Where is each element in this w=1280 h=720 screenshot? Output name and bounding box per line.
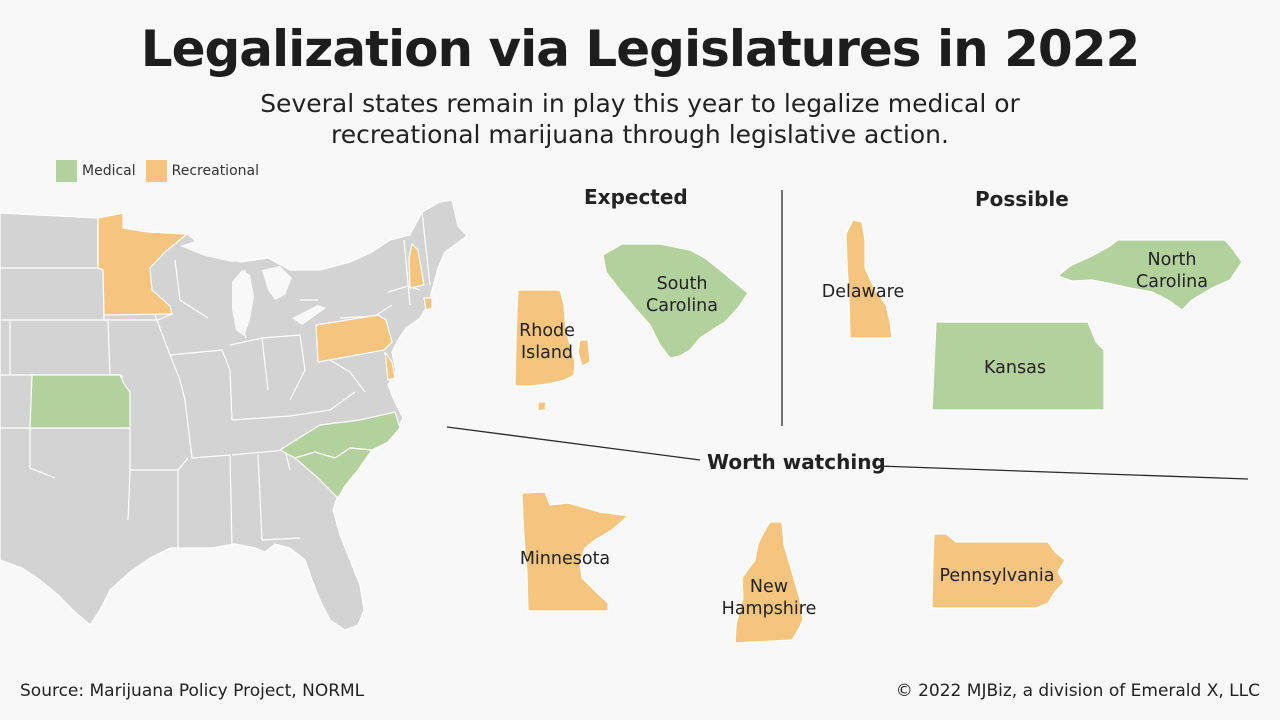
base-map-south-carolina xyxy=(293,447,374,499)
lake-superior xyxy=(180,238,258,262)
page-title: Legalization via Legislatures in 2022 xyxy=(140,20,1141,78)
state-label-minnesota: Minnesota xyxy=(510,548,620,570)
state-label-north-carolina: North Carolina xyxy=(1122,249,1222,293)
source-note: Source: Marijuana Policy Project, NORML xyxy=(20,681,365,701)
rhode-island-line-2: Island xyxy=(520,343,574,363)
lake-huron xyxy=(262,266,292,300)
north-carolina-line-2: Carolina xyxy=(1136,272,1208,292)
state-label-rhode-island: Rhode Island xyxy=(507,320,587,364)
section-divider-left xyxy=(446,426,701,461)
rhode-island-shape xyxy=(514,289,591,412)
delaware-shape xyxy=(845,219,893,339)
state-label-south-carolina: South Carolina xyxy=(632,273,732,317)
legend-swatch-medical xyxy=(56,160,77,182)
minnesota-shape xyxy=(521,491,630,612)
copyright-note: © 2022 MJBiz, a division of Emerald X, L… xyxy=(895,681,1260,701)
state-label-new-hampshire: New Hampshire xyxy=(714,576,824,620)
north-carolina-line-1: North xyxy=(1147,250,1197,270)
state-label-delaware: Delaware xyxy=(813,281,913,303)
north-carolina-shape xyxy=(1056,239,1243,311)
section-divider-right xyxy=(877,465,1249,480)
south-carolina-line-1: South xyxy=(656,274,708,294)
delaware-line-1: Delaware xyxy=(821,282,905,302)
legend-label-recreational: Recreational xyxy=(171,163,259,179)
base-map-rhode-island xyxy=(423,297,433,311)
south-carolina-line-2: Carolina xyxy=(646,296,718,316)
state-label-pennsylvania: Pennsylvania xyxy=(932,565,1062,587)
legend-swatch-recreational xyxy=(145,160,167,182)
kansas-line-1: Kansas xyxy=(984,358,1046,378)
section-label-possible: Possible xyxy=(975,187,1069,211)
new-hampshire-line-1: New xyxy=(749,577,789,597)
us-eastern-map xyxy=(0,199,468,631)
base-map-kansas xyxy=(29,374,131,429)
rhode-island-line-1: Rhode xyxy=(519,321,575,341)
legend-label-medical: Medical xyxy=(82,163,136,179)
map-legend: Medical Recreational xyxy=(56,160,269,182)
new-hampshire-shape xyxy=(734,521,804,644)
south-carolina-shape xyxy=(602,243,749,359)
pennsylvania-shape xyxy=(931,533,1066,609)
pennsylvania-line-1: Pennsylvania xyxy=(939,566,1055,586)
lake-erie xyxy=(292,305,326,325)
base-map-minnesota xyxy=(97,212,189,316)
new-hampshire-line-2: Hampshire xyxy=(721,599,817,619)
lake-michigan xyxy=(232,270,254,336)
section-label-worth-watching: Worth watching xyxy=(707,450,886,474)
kansas-shape xyxy=(931,321,1105,411)
base-map-new-hampshire xyxy=(408,242,425,289)
subtitle-line-2: recreational marijuana through legislati… xyxy=(331,120,949,149)
subtitle-line-1: Several states remain in play this year … xyxy=(260,89,1020,118)
minnesota-line-1: Minnesota xyxy=(519,549,611,569)
section-label-expected: Expected xyxy=(584,185,688,209)
page-subtitle: Several states remain in play this year … xyxy=(0,88,1280,150)
state-label-kansas: Kansas xyxy=(965,357,1065,379)
base-map-delaware xyxy=(384,351,396,381)
base-map-pennsylvania xyxy=(315,314,393,363)
